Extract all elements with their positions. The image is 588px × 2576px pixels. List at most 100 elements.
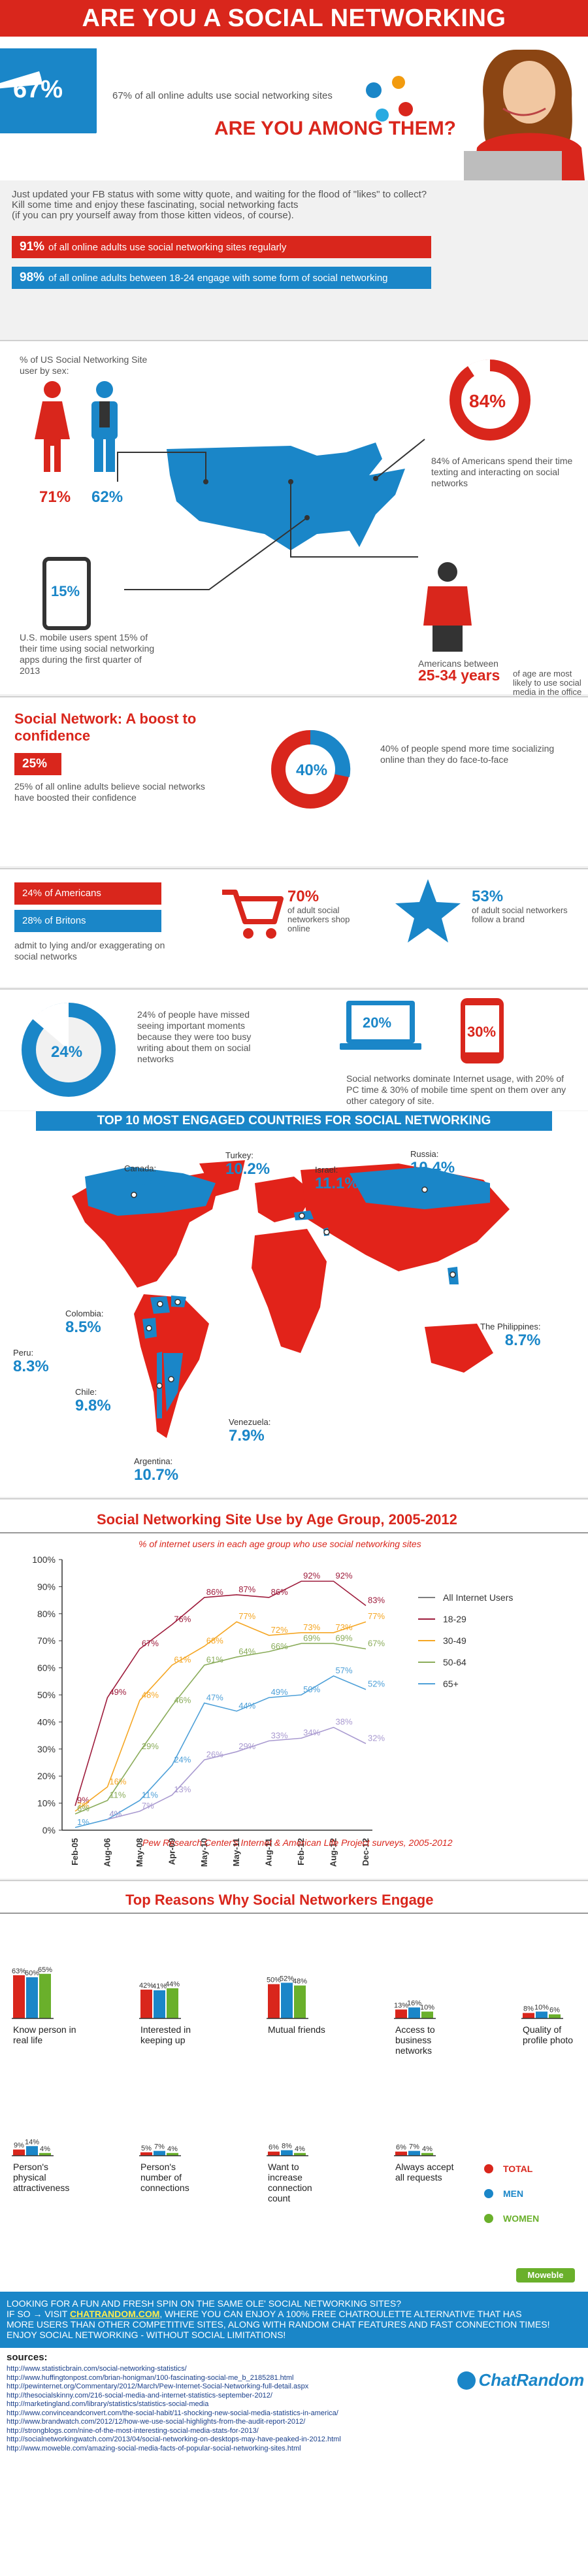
bar bbox=[154, 2150, 165, 2156]
data-label: 49% bbox=[109, 1687, 126, 1697]
line-chart-subtitle: % of internet users in each age group wh… bbox=[139, 1539, 421, 1549]
country-value: 8.5% bbox=[65, 1318, 101, 1336]
sources-label: sources: bbox=[7, 2352, 48, 2363]
bar-value-label: 60% bbox=[25, 1969, 39, 1977]
f2f-40-text: 40% of people spend more time socializin… bbox=[380, 743, 555, 765]
country-name: Russia: bbox=[410, 1149, 439, 1159]
line-chart-title-rule bbox=[0, 1532, 588, 1533]
data-label: 66% bbox=[271, 1641, 288, 1651]
source-link[interactable]: http://www.brandwatch.com/2012/12/how-we… bbox=[7, 2418, 306, 2426]
bar-value-label: 16% bbox=[407, 1999, 421, 2007]
boost-section: Social Network: A boost to confidence 25… bbox=[0, 697, 588, 866]
country-canada: Canada: 10.2% bbox=[124, 1163, 169, 1192]
bar-value-label: 63% bbox=[12, 1967, 26, 1975]
shop-70-value: 70% bbox=[287, 888, 319, 905]
stat-bar-91-value: 91% bbox=[20, 240, 45, 254]
category-label: Access to bbox=[395, 2024, 435, 2035]
line-chart: 0% 10% 20% 30% 40% 50% 60% 70% 80% 90% 100% Feb-05 A… bbox=[32, 1554, 513, 1867]
category-label: increase bbox=[268, 2172, 302, 2183]
series-line bbox=[74, 1581, 367, 1806]
y-tick-label: 20% bbox=[37, 1771, 56, 1781]
legend-label: All Internet Users bbox=[443, 1592, 513, 1603]
data-label: 87% bbox=[238, 1584, 255, 1594]
y-tick-label: 40% bbox=[37, 1716, 56, 1727]
data-label: 48% bbox=[142, 1690, 159, 1699]
source-link[interactable]: http://strongblogs.com/nine-of-the-most-… bbox=[7, 2426, 259, 2435]
source-link[interactable]: http://www.huffingtonpost.com/brian-honi… bbox=[7, 2373, 294, 2382]
y-tick-label: 100% bbox=[32, 1554, 56, 1565]
divider bbox=[0, 696, 588, 697]
britons-28-text: 28% of Britons bbox=[22, 915, 86, 926]
missed-24-value: 24% bbox=[51, 1043, 83, 1061]
bar bbox=[13, 2149, 25, 2156]
office-worker-illustration bbox=[423, 562, 472, 652]
laptop-icon bbox=[340, 1001, 421, 1050]
footer-promo: LOOKING FOR A FUN AND FRESH SPIN ON THE … bbox=[7, 2298, 581, 2340]
bar bbox=[395, 2151, 407, 2156]
country-value: 10.2% bbox=[225, 1160, 270, 1178]
source-link[interactable]: http://www.convinceandconvert.com/the-so… bbox=[7, 2409, 338, 2417]
data-label: 86% bbox=[206, 1587, 223, 1597]
source-link[interactable]: http://www.moweble.com/amazing-social-me… bbox=[7, 2444, 301, 2452]
data-label: 46% bbox=[174, 1696, 191, 1705]
bar bbox=[154, 1990, 165, 2018]
data-label: 16% bbox=[109, 1777, 126, 1786]
bar bbox=[421, 2152, 433, 2156]
country-value: 8.3% bbox=[13, 1358, 49, 1375]
brand-53-text: of adult social networkers follow a bran… bbox=[472, 905, 568, 924]
country-name: Chile: bbox=[75, 1387, 97, 1397]
britons-28-bar: 28% of Britons bbox=[14, 910, 161, 932]
category-label: number of bbox=[140, 2172, 182, 2183]
category-label: Mutual friends bbox=[268, 2024, 325, 2035]
promo-line-3: MORE USERS THAN OTHER COMPETITIVE SITES,… bbox=[7, 2319, 550, 2330]
category-label: keeping up bbox=[140, 2035, 186, 2045]
country-value: 9.8% bbox=[75, 1397, 111, 1414]
data-label: 4% bbox=[109, 1809, 122, 1818]
legend-label: 18-29 bbox=[443, 1614, 466, 1624]
country-value: 10.7% bbox=[134, 1466, 179, 1484]
bar-value-label: 41% bbox=[152, 1982, 167, 1990]
line-chart-source: Pew Research Center's Internet & America… bbox=[142, 1837, 453, 1848]
chatrandom-link[interactable]: CHATRANDOM.COM bbox=[69, 2309, 160, 2319]
data-label: 11% bbox=[109, 1790, 125, 1799]
data-label: 32% bbox=[368, 1733, 385, 1743]
stat-bar-98: 98% of all online adults between 18-24 en… bbox=[12, 267, 431, 289]
data-label: 86% bbox=[271, 1587, 288, 1597]
bar bbox=[167, 2152, 178, 2156]
f2f-40-value: 40% bbox=[296, 761, 328, 779]
bar bbox=[421, 2011, 433, 2018]
category-label: networks bbox=[395, 2045, 432, 2056]
stat-bar-91: 91% of all online adults use social netwo… bbox=[12, 236, 431, 258]
country-value: 7.9% bbox=[229, 1427, 265, 1445]
y-tick-label: 60% bbox=[37, 1663, 56, 1673]
lying-text: admit to lying and/or exaggerating on so… bbox=[14, 940, 165, 962]
bar bbox=[294, 2152, 306, 2156]
country-colombia: Colombia: 8.5% bbox=[65, 1309, 104, 1337]
data-label: 34% bbox=[303, 1728, 320, 1737]
missed-24-text: 24% of people have missed seeing importa… bbox=[137, 1009, 252, 1064]
bar bbox=[140, 1989, 152, 2018]
star-icon bbox=[395, 879, 461, 943]
source-link[interactable]: http://thesocialskinny.com/216-social-me… bbox=[7, 2391, 272, 2400]
bar-value-label: 65% bbox=[38, 1966, 52, 1974]
women-pct: 71% bbox=[39, 488, 71, 506]
data-label: 61% bbox=[206, 1654, 223, 1664]
source-link[interactable]: http://www.statisticbrain.com/social-net… bbox=[7, 2365, 187, 2373]
bar-value-label: 7% bbox=[409, 2143, 419, 2151]
intro-blurb-3: (if you can pry yourself away from those… bbox=[12, 210, 294, 221]
data-label: 61% bbox=[174, 1654, 191, 1664]
logo-text: ChatRandom bbox=[478, 2370, 585, 2390]
x-tick-label: Feb-12 bbox=[296, 1838, 306, 1865]
country-value: 11.1% bbox=[315, 1175, 359, 1192]
x-tick-label: Apr-09 bbox=[167, 1838, 176, 1865]
moweble-logo: Moweble bbox=[516, 2268, 575, 2283]
legend-swatch bbox=[484, 2189, 493, 2198]
source-link[interactable]: http://pewinternet.org/Commentary/2012/M… bbox=[7, 2383, 309, 2390]
brand-53-value: 53% bbox=[472, 888, 504, 905]
source-link[interactable]: http://marketingland.com/library/statist… bbox=[7, 2400, 209, 2408]
twitter-icon bbox=[376, 109, 389, 122]
data-label: 69% bbox=[303, 1633, 320, 1643]
source-link[interactable]: http://socialnetworkingwatch.com/2013/04… bbox=[7, 2435, 341, 2443]
category-label: connection bbox=[268, 2183, 312, 2193]
category-label: Always accept bbox=[395, 2162, 454, 2172]
